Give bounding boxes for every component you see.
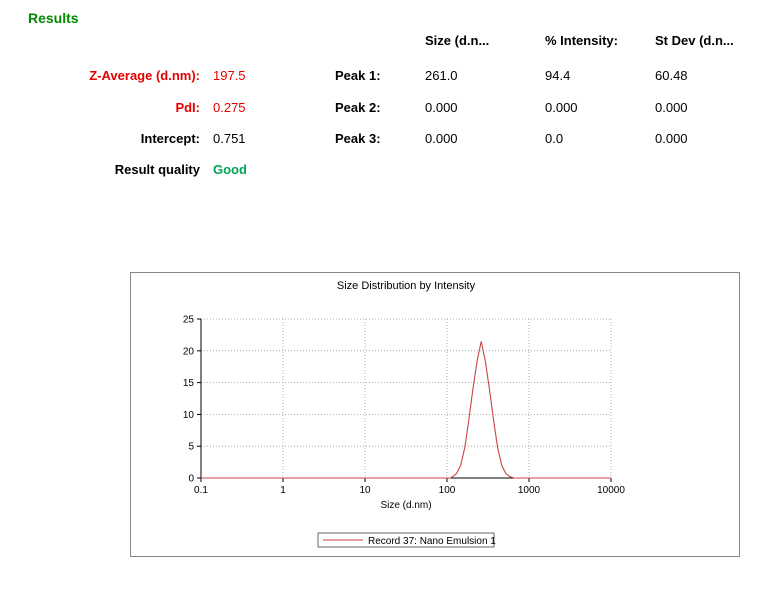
peak3-stdev-value: 0.000 bbox=[655, 131, 688, 146]
peak1-stdev-value: 60.48 bbox=[655, 68, 688, 83]
svg-text:15: 15 bbox=[183, 378, 195, 389]
intercept-value: 0.751 bbox=[213, 131, 246, 146]
svg-text:Record 37: Nano Emulsion 1: Record 37: Nano Emulsion 1 bbox=[368, 536, 496, 547]
svg-text:100: 100 bbox=[439, 485, 456, 496]
intercept-label: Intercept: bbox=[140, 131, 200, 146]
pdi-value: 0.275 bbox=[213, 100, 246, 115]
svg-text:10: 10 bbox=[183, 410, 195, 421]
svg-text:25: 25 bbox=[183, 315, 195, 326]
svg-text:5: 5 bbox=[188, 442, 194, 453]
peak1-label: Peak 1: bbox=[335, 68, 381, 83]
z-average-label: Z-Average (d.nm): bbox=[89, 68, 200, 83]
peak3-intensity-value: 0.0 bbox=[545, 131, 564, 146]
column-header-intensity: % Intensity: bbox=[545, 33, 618, 48]
peak2-intensity-value: 0.000 bbox=[545, 100, 578, 115]
peak2-stdev-value: 0.000 bbox=[655, 100, 688, 115]
result-quality-value: Good bbox=[213, 162, 247, 177]
size-distribution-chart-container: 0 5 10 15 20 25 0.1 1 10 100 1000 10000 Size Distrib… bbox=[130, 272, 740, 557]
peak1-intensity-value: 94.4 bbox=[545, 68, 571, 83]
svg-text:20: 20 bbox=[183, 346, 195, 357]
column-header-size: Size (d.n... bbox=[425, 33, 490, 48]
svg-text:Size Distribution by Intensity: Size Distribution by Intensity bbox=[337, 280, 476, 292]
svg-text:0.1: 0.1 bbox=[194, 485, 208, 496]
peak1-size-value: 261.0 bbox=[425, 68, 458, 83]
size-distribution-chart: 0 5 10 15 20 25 0.1 1 10 100 1000 10000 Size Distrib… bbox=[183, 280, 625, 548]
results-section-title: Results bbox=[28, 10, 79, 26]
peak2-label: Peak 2: bbox=[335, 100, 381, 115]
svg-text:1000: 1000 bbox=[518, 485, 541, 496]
peak2-size-value: 0.000 bbox=[425, 100, 458, 115]
column-header-stdev: St Dev (d.n... bbox=[655, 33, 734, 48]
result-quality-label: Result quality bbox=[114, 162, 200, 177]
peak3-size-value: 0.000 bbox=[425, 131, 458, 146]
svg-text:Size (d.nm): Size (d.nm) bbox=[380, 500, 431, 511]
z-average-value: 197.5 bbox=[213, 68, 246, 83]
svg-text:1: 1 bbox=[280, 485, 286, 496]
pdi-label: PdI: bbox=[175, 100, 200, 115]
svg-text:0: 0 bbox=[188, 474, 194, 485]
peak3-label: Peak 3: bbox=[335, 131, 381, 146]
svg-text:10: 10 bbox=[359, 485, 371, 496]
svg-text:10000: 10000 bbox=[597, 485, 625, 496]
